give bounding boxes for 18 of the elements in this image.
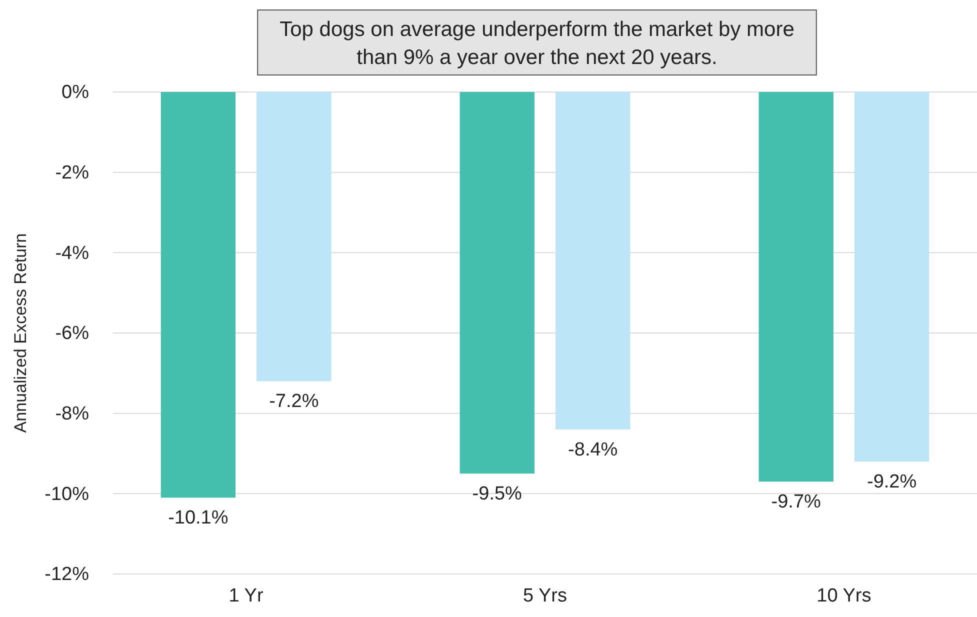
- y-tick-label: -12%: [44, 564, 90, 586]
- chart-title: Top dogs on average underperform the market by more than 9% a year over the next 20 years.: [280, 18, 794, 69]
- data-label: -9.2%: [867, 472, 917, 493]
- y-tick-label: -4%: [55, 242, 90, 264]
- data-label: -7.2%: [269, 391, 319, 412]
- data-label: -9.5%: [472, 484, 522, 505]
- y-tick-label: -8%: [55, 403, 90, 424]
- x-tick-label: 5 Yrs: [522, 585, 568, 606]
- y-tick-label: 0%: [62, 82, 90, 104]
- y-axis-title: Annualized Excess Return: [11, 233, 30, 433]
- x-tick-label: 10 Yrs: [816, 585, 872, 606]
- y-tick-label: -2%: [55, 162, 90, 184]
- y-tick-label: -6%: [55, 323, 90, 344]
- x-tick-label: 1 Yr: [228, 585, 264, 606]
- y-tick-label: -10%: [44, 484, 90, 505]
- data-label: -8.4%: [568, 439, 618, 460]
- data-label: -9.7%: [771, 492, 822, 513]
- data-label: -10.1%: [168, 508, 228, 529]
